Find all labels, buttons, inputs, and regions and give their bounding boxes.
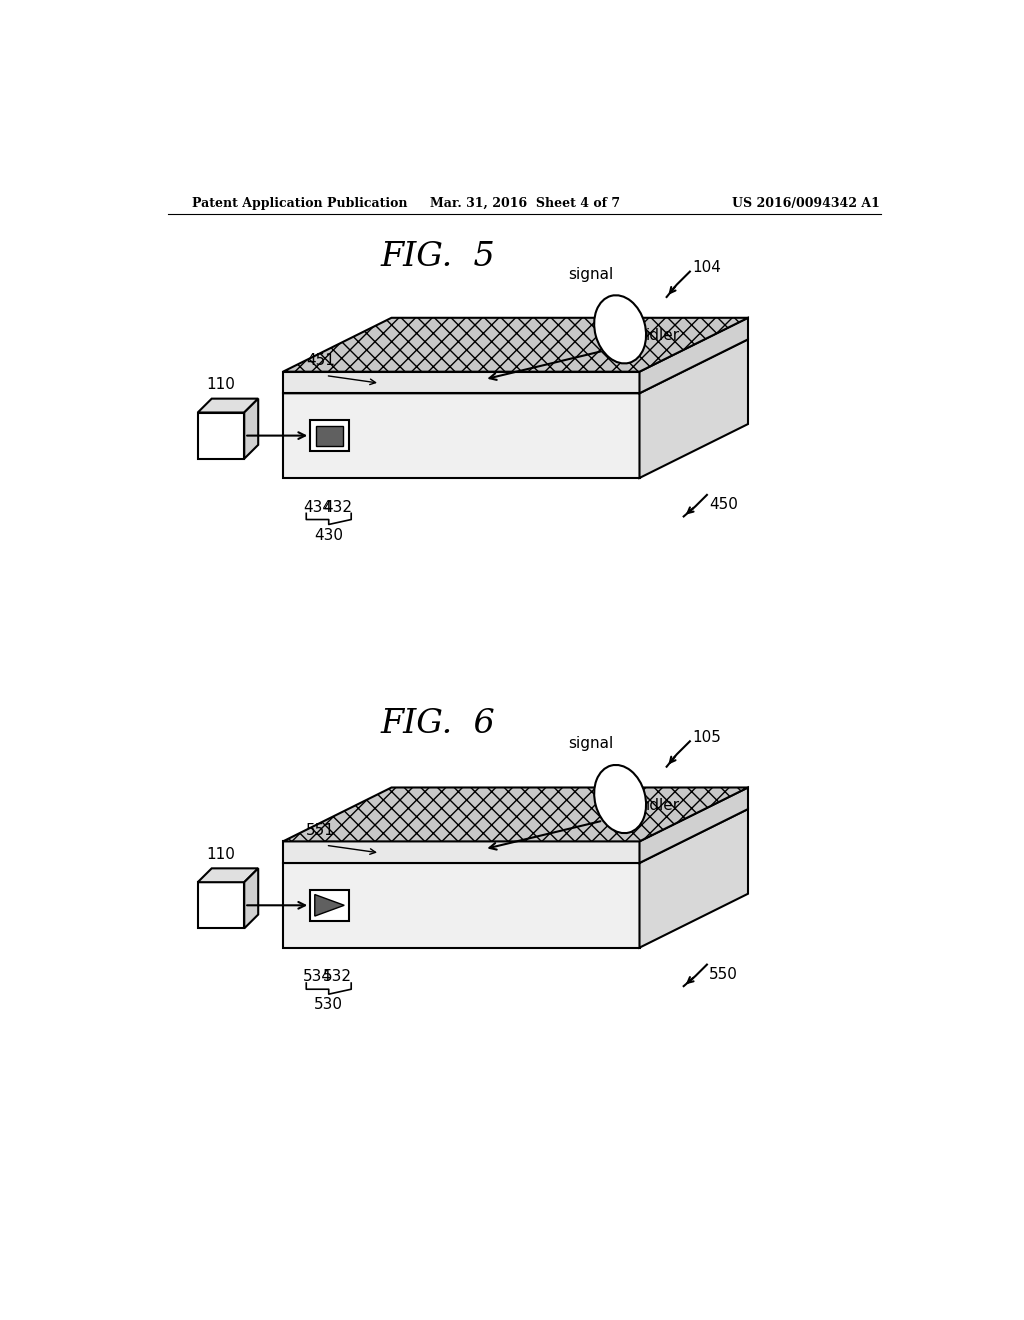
Polygon shape bbox=[314, 895, 344, 916]
Polygon shape bbox=[283, 393, 640, 478]
Text: Patent Application Publication: Patent Application Publication bbox=[191, 197, 408, 210]
Text: 532: 532 bbox=[323, 969, 352, 985]
Text: US 2016/0094342 A1: US 2016/0094342 A1 bbox=[732, 197, 881, 210]
Ellipse shape bbox=[594, 296, 646, 363]
Polygon shape bbox=[283, 318, 748, 372]
Polygon shape bbox=[198, 399, 258, 412]
Polygon shape bbox=[640, 809, 748, 948]
Text: FIG.  6: FIG. 6 bbox=[381, 709, 496, 741]
Text: idler: idler bbox=[646, 327, 680, 343]
Text: 105: 105 bbox=[692, 730, 721, 744]
Polygon shape bbox=[283, 339, 748, 393]
Text: Mar. 31, 2016  Sheet 4 of 7: Mar. 31, 2016 Sheet 4 of 7 bbox=[430, 197, 621, 210]
Text: 550: 550 bbox=[710, 966, 738, 982]
Text: 104: 104 bbox=[692, 260, 721, 276]
Text: 110: 110 bbox=[207, 378, 236, 392]
Polygon shape bbox=[245, 869, 258, 928]
Text: 434: 434 bbox=[303, 499, 333, 515]
Text: 450: 450 bbox=[710, 498, 738, 512]
Text: signal: signal bbox=[568, 267, 613, 281]
Text: 534: 534 bbox=[303, 969, 333, 985]
Polygon shape bbox=[315, 425, 343, 446]
Ellipse shape bbox=[594, 766, 646, 833]
Polygon shape bbox=[198, 869, 258, 882]
Text: 530: 530 bbox=[314, 997, 343, 1012]
Text: 430: 430 bbox=[314, 528, 343, 543]
Polygon shape bbox=[245, 399, 258, 459]
Text: 432: 432 bbox=[323, 499, 352, 515]
Text: 110: 110 bbox=[207, 847, 236, 862]
Polygon shape bbox=[640, 339, 748, 478]
Polygon shape bbox=[283, 809, 748, 863]
Polygon shape bbox=[310, 890, 349, 921]
Polygon shape bbox=[310, 420, 349, 451]
Polygon shape bbox=[198, 412, 245, 459]
Text: 451: 451 bbox=[306, 352, 335, 368]
Polygon shape bbox=[640, 318, 748, 393]
Polygon shape bbox=[283, 863, 640, 948]
Polygon shape bbox=[283, 372, 640, 393]
Polygon shape bbox=[198, 882, 245, 928]
Text: FIG.  5: FIG. 5 bbox=[381, 242, 496, 273]
Text: idler: idler bbox=[646, 797, 680, 813]
Polygon shape bbox=[283, 788, 748, 841]
Polygon shape bbox=[640, 788, 748, 863]
Text: 551: 551 bbox=[306, 822, 335, 837]
Text: signal: signal bbox=[568, 737, 613, 751]
Polygon shape bbox=[283, 841, 640, 863]
